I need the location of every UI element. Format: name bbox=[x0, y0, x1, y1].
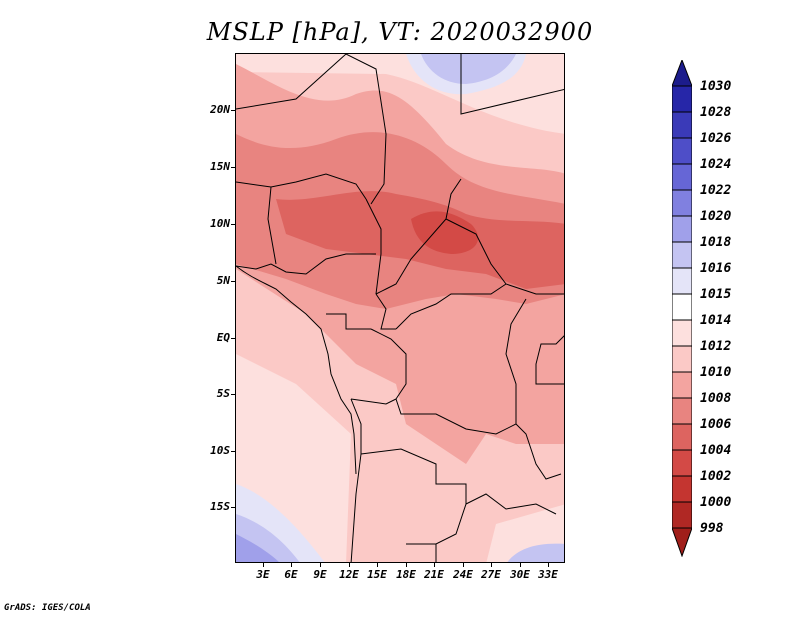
mslp-field bbox=[236, 54, 564, 562]
lat-label-5n: 5N bbox=[216, 274, 230, 287]
lon-label-12e: 12E bbox=[339, 568, 359, 581]
colorbar-label-1000: 1000 bbox=[700, 495, 732, 510]
lat-tick bbox=[231, 281, 236, 282]
lon-tick bbox=[263, 562, 264, 567]
colorbar-swatch bbox=[672, 501, 692, 529]
lon-label-21e: 21E bbox=[424, 568, 444, 581]
colorbar-label-1015: 1015 bbox=[700, 287, 732, 302]
lat-label-15n: 15N bbox=[210, 160, 230, 173]
grads-credit: GrADS: IGES/COLA bbox=[4, 603, 91, 613]
lon-tick bbox=[463, 562, 464, 567]
colorbar-label-1018: 1018 bbox=[700, 235, 732, 250]
colorbar-swatch bbox=[672, 397, 692, 425]
lon-tick bbox=[491, 562, 492, 567]
colorbar-swatch bbox=[672, 475, 692, 503]
colorbar-swatch bbox=[672, 267, 692, 295]
lon-label-15e: 15E bbox=[367, 568, 387, 581]
colorbar-top-arrow-icon bbox=[672, 60, 692, 87]
lat-tick bbox=[231, 167, 236, 168]
lon-tick bbox=[320, 562, 321, 567]
lat-tick bbox=[231, 394, 236, 395]
colorbar-swatch bbox=[672, 163, 692, 191]
colorbar-label-1014: 1014 bbox=[700, 313, 732, 328]
colorbar-swatch bbox=[672, 293, 692, 321]
colorbar-label-1030: 1030 bbox=[700, 79, 732, 94]
lon-label-6e: 6E bbox=[284, 568, 298, 581]
lat-tick bbox=[231, 224, 236, 225]
border-lines bbox=[236, 54, 564, 562]
colorbar-label-998: 998 bbox=[700, 521, 724, 536]
lat-label-eq: EQ bbox=[216, 331, 230, 344]
colorbar-swatch bbox=[672, 345, 692, 373]
pressure-band-1018-sw bbox=[236, 534, 279, 562]
colorbar-label-1010: 1010 bbox=[700, 365, 732, 380]
colorbar-swatch bbox=[672, 111, 692, 139]
map-title: MSLP [hPa], VT: 2020032900 bbox=[206, 18, 594, 46]
pressure-band-1016-n bbox=[421, 54, 516, 84]
colorbar-label-1002: 1002 bbox=[700, 469, 732, 484]
lon-label-27e: 27E bbox=[481, 568, 501, 581]
colorbar-bottom-arrow-icon bbox=[672, 527, 692, 557]
colorbar bbox=[672, 60, 692, 557]
lat-tick bbox=[231, 110, 236, 111]
lat-label-10s: 10S bbox=[210, 444, 230, 457]
colorbar-label-1004: 1004 bbox=[700, 443, 732, 458]
lon-tick bbox=[520, 562, 521, 567]
colorbar-label-1006: 1006 bbox=[700, 417, 732, 432]
lon-label-3e: 3E bbox=[256, 568, 270, 581]
lon-label-24e: 24E bbox=[453, 568, 473, 581]
lat-tick bbox=[231, 451, 236, 452]
colorbar-label-1020: 1020 bbox=[700, 209, 732, 224]
lat-tick bbox=[231, 507, 236, 508]
colorbar-swatch bbox=[672, 241, 692, 269]
lat-label-10n: 10N bbox=[210, 217, 230, 230]
lon-label-9e: 9E bbox=[313, 568, 327, 581]
colorbar-label-1008: 1008 bbox=[700, 391, 732, 406]
colorbar-label-1016: 1016 bbox=[700, 261, 732, 276]
colorbar-swatch bbox=[672, 189, 692, 217]
colorbar-label-1012: 1012 bbox=[700, 339, 732, 354]
lon-tick bbox=[548, 562, 549, 567]
lon-label-18e: 18E bbox=[396, 568, 416, 581]
colorbar-label-1024: 1024 bbox=[700, 157, 732, 172]
colorbar-label-1022: 1022 bbox=[700, 183, 732, 198]
colorbar-swatch bbox=[672, 449, 692, 477]
lon-tick bbox=[349, 562, 350, 567]
pressure-band-1016-se bbox=[507, 543, 564, 562]
lon-tick bbox=[406, 562, 407, 567]
colorbar-label-1028: 1028 bbox=[700, 105, 732, 120]
pressure-band-1004 bbox=[411, 211, 479, 254]
colorbar-swatch bbox=[672, 423, 692, 451]
colorbar-swatch bbox=[672, 215, 692, 243]
colorbar-swatch bbox=[672, 371, 692, 399]
lon-label-30e: 30E bbox=[510, 568, 530, 581]
mslp-map bbox=[235, 53, 565, 563]
colorbar-swatch bbox=[672, 319, 692, 347]
lat-label-15s: 15S bbox=[210, 500, 230, 513]
lon-label-33e: 33E bbox=[538, 568, 558, 581]
lat-label-20n: 20N bbox=[210, 103, 230, 116]
lat-label-5s: 5S bbox=[216, 387, 230, 400]
lon-tick bbox=[434, 562, 435, 567]
lon-tick bbox=[291, 562, 292, 567]
colorbar-label-1026: 1026 bbox=[700, 131, 732, 146]
colorbar-swatch bbox=[672, 137, 692, 165]
lat-tick bbox=[231, 338, 236, 339]
colorbar-swatch bbox=[672, 85, 692, 113]
lon-tick bbox=[377, 562, 378, 567]
